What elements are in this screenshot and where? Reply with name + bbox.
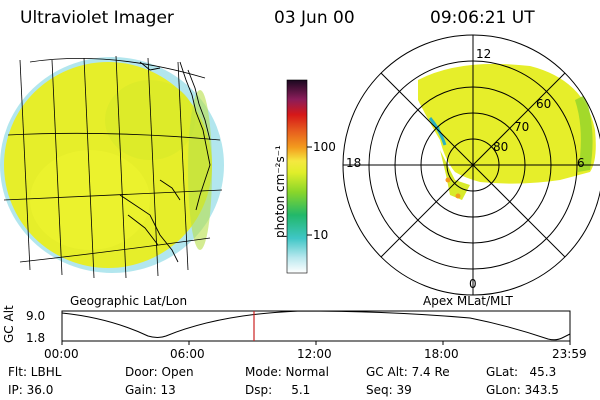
- mlat-60-label: 60: [536, 97, 552, 111]
- gain-status: Gain: 13: [125, 383, 176, 397]
- time-tick-2359: 23:59: [552, 347, 587, 361]
- colorbar-unit-label: photon cm⁻²s⁻¹: [273, 145, 287, 238]
- altitude-tick-1-8: 1.8: [26, 331, 46, 345]
- mlt-0-label: 0: [469, 277, 477, 291]
- geographic-panel-label: Geographic Lat/Lon: [70, 294, 188, 308]
- geo-lat-status: GLat: 45.3: [486, 365, 557, 379]
- colorbar: [286, 79, 312, 274]
- dsp-status: Dsp: 5.1: [245, 383, 311, 397]
- altitude-y-label: GC Alt: [2, 305, 16, 343]
- ip-status: IP: 36.0: [8, 383, 54, 397]
- observation-date: 03 Jun 00: [274, 8, 355, 28]
- mlt-6-label: 6: [577, 156, 585, 170]
- altitude-plot: [61, 310, 571, 345]
- time-tick-0000: 00:00: [44, 347, 79, 361]
- mode-status: Mode: Normal: [245, 365, 329, 379]
- time-tick-1200: 12:00: [297, 347, 332, 361]
- gc-alt-status: GC Alt: 7.4 Re: [366, 365, 450, 379]
- colorbar-tick-10: 10: [313, 228, 329, 242]
- apex-panel-label: Apex MLat/MLT: [423, 294, 513, 308]
- instrument-title: Ultraviolet Imager: [20, 8, 174, 28]
- observation-time: 09:06:21 UT: [430, 8, 535, 28]
- geo-lon-status: GLon: 343.5: [486, 383, 559, 397]
- colorbar-tick-100: 100: [313, 140, 336, 154]
- door-status: Door: Open: [125, 365, 194, 379]
- time-tick-0600: 06:00: [170, 347, 205, 361]
- earth-disk: [0, 55, 224, 279]
- mlt-12-label: 12: [476, 47, 492, 61]
- polar-plot: [342, 34, 600, 296]
- altitude-tick-9: 9.0: [26, 309, 46, 323]
- filter-status: Flt: LBHL: [8, 365, 62, 379]
- mlt-18-label: 18: [346, 156, 362, 170]
- time-tick-1800: 18:00: [424, 347, 459, 361]
- sequence-status: Seq: 39: [366, 383, 412, 397]
- mlat-80-label: 80: [493, 140, 509, 154]
- mlat-70-label: 70: [514, 120, 530, 134]
